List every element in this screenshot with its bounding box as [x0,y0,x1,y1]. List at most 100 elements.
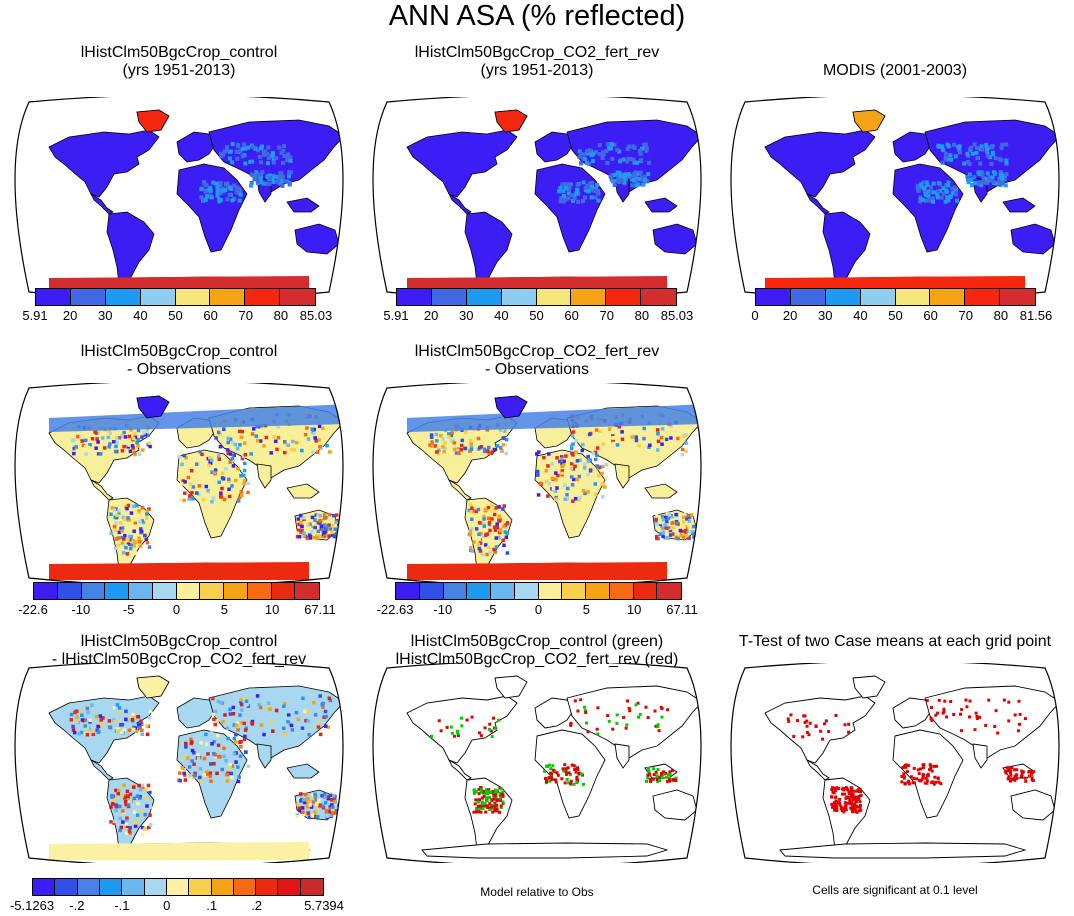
significant-cell [596,732,600,736]
grid-cell [639,158,644,163]
significant-cell [840,792,844,796]
significant-cell [452,734,456,738]
grid-cell [297,535,302,539]
world-map [14,663,344,863]
significant-cell [459,716,463,720]
grid-cell [294,440,299,445]
grid-cell [302,534,307,538]
grid-cell [88,718,92,723]
significant-cell [858,805,862,809]
colorbar-swatch [280,289,315,305]
significant-cell [497,810,501,814]
grid-cell [274,156,279,161]
grid-cell [629,175,634,180]
grid-cell [140,728,144,732]
grid-cell [243,750,248,754]
colorbar-swatch [562,583,586,599]
significant-cell [853,802,857,806]
grid-cell [318,732,323,737]
grid-cell [501,443,506,447]
grid-cell [303,432,308,437]
significant-cell [545,780,549,784]
colorbar-tick-label: -5 [484,602,497,617]
grid-cell [225,197,230,202]
grid-cell [72,451,76,456]
grid-cell [85,732,90,737]
grid-cell [591,473,595,477]
significant-cell [929,716,933,720]
significant-cell [482,794,486,798]
grid-cell [124,717,128,722]
significant-cell [845,795,849,799]
grid-cell [587,148,592,153]
grid-cell [620,437,625,442]
grid-cell [276,424,281,429]
significant-cell [499,804,503,808]
grid-cell [188,494,192,498]
grid-cell [112,524,117,529]
grid-cell [72,730,77,735]
colorbar-swatch [36,289,71,305]
grid-cell [570,462,574,466]
grid-cell [324,714,328,719]
grid-cell [228,707,232,712]
grid-cell [574,191,579,196]
colorbar-swatch [491,583,515,599]
grid-cell [127,518,131,522]
grid-cell [282,732,287,737]
significant-cell [658,778,662,782]
grid-cell [237,198,242,203]
grid-cell [974,145,979,150]
grid-cell [144,537,149,542]
grid-cell [318,518,322,523]
grid-cell [208,455,212,460]
significant-cell [830,802,834,806]
grid-cell [560,471,565,476]
significant-cell [832,803,836,807]
grid-cell [236,467,240,471]
significant-cell [474,790,478,794]
grid-cell [208,461,213,465]
grid-cell [620,430,624,434]
significant-cell [472,788,476,792]
grid-cell [622,174,627,179]
colorbar-swatch [233,879,257,895]
grid-cell [216,733,220,738]
antarctica-fill [49,842,309,860]
significant-cell [902,776,906,780]
significant-cell [487,788,491,792]
grid-cell [244,696,248,701]
grid-cell [984,176,989,181]
grid-cell [676,536,680,541]
grid-cell [230,142,235,147]
grid-cell [236,499,241,503]
significant-cell [496,718,500,722]
grid-cell [641,182,646,187]
significant-cell [851,793,855,797]
grid-cell [177,455,181,459]
grid-cell [217,199,222,204]
grid-cell [117,509,121,513]
significant-cell [1009,777,1013,781]
grid-cell [147,507,151,511]
significant-cell [1007,700,1011,704]
significant-cell [930,769,934,773]
significant-cell [450,731,454,735]
grid-cell [631,157,636,162]
grid-cell [972,175,977,180]
colorbar-tick-label: -10 [71,602,91,617]
grid-cell [322,533,327,538]
grid-cell [608,174,613,179]
significant-cell [832,791,836,795]
grid-cell [555,456,559,460]
grid-cell [477,532,481,537]
grid-cell [969,183,974,188]
grid-cell [145,512,149,516]
significant-cell [472,791,476,795]
grid-cell [227,479,231,483]
significant-cell [846,788,850,792]
grid-cell [178,498,183,502]
grid-cell [645,179,650,184]
grid-cell [565,486,570,491]
grid-cell [148,444,152,449]
